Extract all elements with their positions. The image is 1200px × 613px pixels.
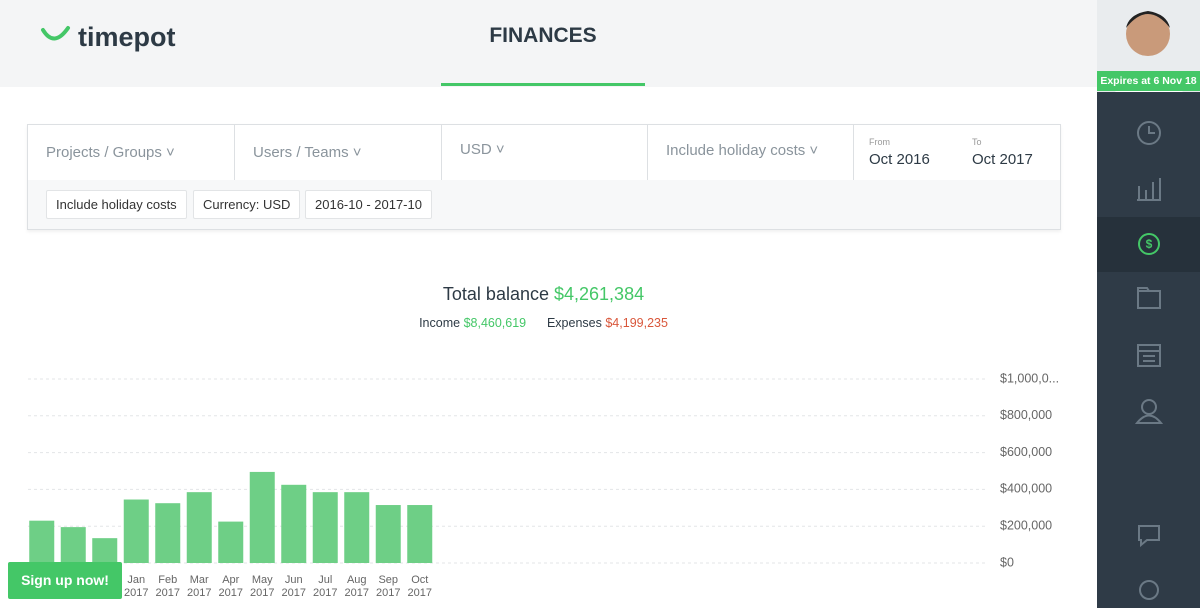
from-date: Oct 2016 — [869, 151, 930, 168]
tag[interactable]: Currency: USD — [193, 190, 301, 219]
filter-label: USD — [460, 141, 492, 158]
filter-holiday[interactable]: Include holiday costs ˅ — [648, 125, 854, 180]
bar — [155, 503, 181, 563]
y-tick-label: $200,000 — [1000, 518, 1052, 532]
income-value: $8,460,619 — [463, 316, 527, 330]
x-tick-label: Apr 2017 — [218, 574, 243, 599]
y-tick-label: $0 — [1000, 555, 1014, 569]
total-label: Total balance — [442, 284, 549, 304]
header — [0, 0, 1097, 87]
income-expenses: Income $8,460,619 Expenses $4,199,235 — [0, 316, 1087, 330]
bar — [281, 484, 307, 563]
x-tick-label: Jun 2017 — [281, 574, 306, 599]
income-label: Income — [419, 316, 461, 330]
expenses-value: $4,199,235 — [605, 316, 668, 330]
tab-underline — [441, 83, 645, 86]
total-balance: Total balance $4,261,384 — [0, 284, 1087, 305]
total-value: $4,261,384 — [554, 284, 645, 304]
x-tick-label: Aug 2017 — [344, 574, 369, 599]
from-label: From — [869, 137, 890, 147]
filter-label: Users / Teams — [253, 144, 349, 161]
x-tick-label: Sep 2017 — [376, 574, 401, 599]
bar — [375, 505, 401, 563]
bar — [29, 520, 55, 563]
tag[interactable]: Include holiday costs — [46, 190, 187, 219]
y-tick-label: $600,000 — [1000, 445, 1052, 459]
x-tick-label: Mar 2017 — [187, 574, 212, 599]
y-tick-label: $1,000,0... — [1000, 371, 1059, 385]
filter-users[interactable]: Users / Teams ˅ — [235, 125, 442, 180]
bar — [92, 538, 118, 563]
bar — [60, 527, 86, 563]
x-tick-label: Jul 2017 — [313, 574, 338, 599]
logo[interactable]: timepot — [78, 22, 176, 52]
expiry-badge: Expires at 6 Nov 18 — [1097, 71, 1200, 91]
to-label: To — [972, 137, 982, 147]
signup-button[interactable]: Sign up now! — [8, 562, 122, 599]
x-tick-label: May 2017 — [250, 574, 275, 599]
logo-icon — [41, 26, 70, 41]
bar — [312, 492, 338, 563]
filter-label: Projects / Groups — [46, 144, 162, 161]
x-tick-label: Oct 2017 — [407, 574, 432, 599]
bar — [249, 471, 275, 563]
x-tick-label: Feb 2017 — [155, 574, 180, 599]
filter-projects[interactable]: Projects / Groups ˅ — [28, 125, 235, 180]
to-date: Oct 2017 — [972, 151, 1033, 168]
date-range[interactable]: From Oct 2016 To Oct 2017 — [854, 125, 1060, 180]
chart: $0 $200,000 $400,000 $600,000 $800,000 $1,000… — [28, 371, 1059, 569]
bar — [218, 521, 244, 563]
filter-currency[interactable]: USD ˅ — [442, 125, 648, 180]
filter-panel: Projects / Groups ˅ Users / Teams ˅ USD … — [27, 124, 1061, 230]
sidebar: $ — [1091, 0, 1200, 608]
x-tick-label: Jan 2017 — [124, 574, 149, 599]
sidebar-icons: $ — [1091, 0, 1200, 600]
bar — [407, 505, 433, 563]
bar — [186, 492, 212, 563]
tag[interactable]: 2016-10 - 2017-10 — [305, 190, 432, 219]
bar — [344, 492, 370, 563]
expenses-label: Expenses — [546, 316, 602, 330]
filter-label: Include holiday costs — [666, 142, 806, 159]
svg-text:$: $ — [1146, 237, 1153, 251]
bar — [123, 499, 149, 563]
y-tick-label: $400,000 — [1000, 482, 1052, 496]
page-title: FINANCES — [489, 24, 597, 47]
y-tick-label: $800,000 — [1000, 408, 1052, 422]
